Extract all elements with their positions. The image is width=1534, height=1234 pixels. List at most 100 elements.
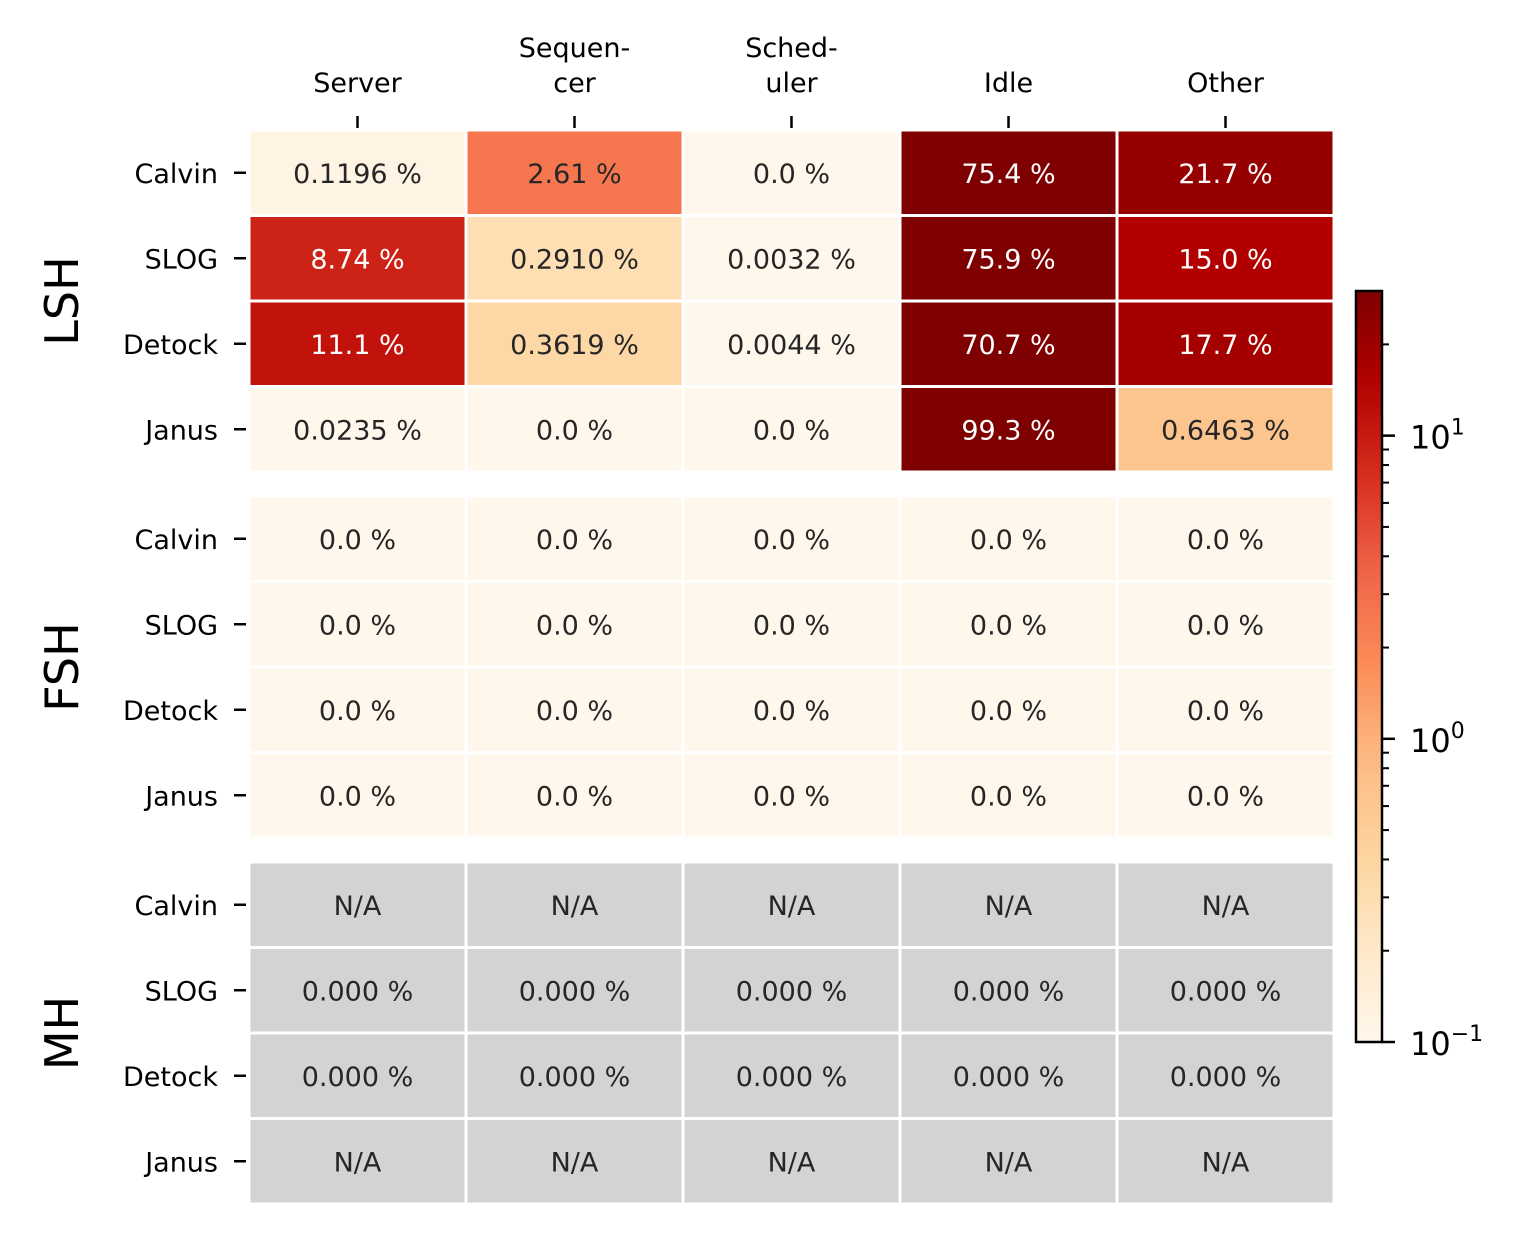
cell-value-label: 0.0 % [536, 610, 613, 641]
cell-value-label: 0.0044 % [727, 330, 856, 361]
cell-value-label: 0.000 % [953, 976, 1065, 1007]
heatmap-cell [247, 494, 468, 583]
cell-value-label: 0.0 % [970, 781, 1047, 812]
row-label: Calvin [135, 525, 219, 556]
row-label: Calvin [135, 159, 219, 190]
group-labels: LSH FSH MH [35, 256, 89, 1070]
cell-value-label: 0.0032 % [727, 244, 856, 275]
cell-value-label: 0.3619 % [510, 330, 639, 361]
heatmap-cell [247, 665, 468, 754]
colorbar: 101 100 10−1 [1354, 289, 1483, 1063]
cell-value-label: 0.0 % [753, 415, 830, 446]
cell-value-label: 0.000 % [736, 1062, 848, 1093]
cell-value-label: N/A [551, 891, 599, 922]
cell-value-label: 17.7 % [1178, 330, 1272, 361]
cell-value-label: 0.0 % [319, 696, 396, 727]
heatmap-cell [681, 946, 902, 1035]
cell-value-label: N/A [768, 1147, 816, 1178]
cell-value-label: N/A [1202, 891, 1250, 922]
heatmap-cell [898, 385, 1119, 474]
cell-value-label: 0.0 % [536, 696, 613, 727]
heatmap-cell [464, 860, 685, 949]
group-label: FSH [35, 622, 89, 711]
row-label: Janus [143, 415, 218, 446]
heatmap-cell [464, 946, 685, 1035]
row-label: SLOG [145, 244, 218, 275]
column-label: Sched- [745, 33, 838, 64]
heatmap-cell [464, 1117, 685, 1206]
heatmap-cell [1115, 1031, 1336, 1120]
cell-value-label: 75.4 % [961, 159, 1055, 190]
heatmap-cell [247, 751, 468, 840]
cell-value-label: N/A [334, 1147, 382, 1178]
cell-value-label: N/A [985, 891, 1033, 922]
heatmap-cell [1115, 1117, 1336, 1206]
cell-value-label: 0.0 % [970, 696, 1047, 727]
cell-value-label: 99.3 % [961, 415, 1055, 446]
heatmap-cell [464, 494, 685, 583]
cell-value-label: 0.0 % [753, 610, 830, 641]
cell-value-label: 15.0 % [1178, 244, 1272, 275]
cell-value-label: 0.0 % [319, 610, 396, 641]
cell-value-label: 0.0235 % [293, 415, 422, 446]
cell-value-label: 0.0 % [536, 415, 613, 446]
heatmap-cell [464, 299, 685, 388]
heatmap-cell [681, 385, 902, 474]
heatmap-cell [1115, 751, 1336, 840]
column-label: uler [765, 68, 818, 99]
heatmap-cell [247, 946, 468, 1035]
heatmap-cell [898, 580, 1119, 669]
row-label: Calvin [135, 891, 219, 922]
cell-value-label: N/A [551, 1147, 599, 1178]
cell-value-label: 0.0 % [753, 696, 830, 727]
heatmap-cell [464, 385, 685, 474]
heatmap-cell [898, 946, 1119, 1035]
cell-value-label: N/A [1202, 1147, 1250, 1178]
column-labels: Server Sequen-cer Sched-uler Idle Other [313, 33, 1265, 128]
cell-value-label: 0.0 % [753, 159, 830, 190]
column-label: Idle [984, 68, 1033, 99]
heatmap-cell [1115, 385, 1336, 474]
cell-value-label: 0.0 % [319, 525, 396, 556]
heatmap-cell [681, 494, 902, 583]
cell-value-label: 0.000 % [302, 976, 414, 1007]
column-label: Server [313, 68, 402, 99]
cell-value-label: 0.0 % [536, 525, 613, 556]
cell-value-label: 0.000 % [1170, 976, 1282, 1007]
column-label: Sequen- [519, 33, 630, 64]
colorbar-tick-label: 101 [1410, 416, 1465, 457]
cell-value-label: N/A [985, 1147, 1033, 1178]
cell-value-label: 0.0 % [753, 781, 830, 812]
cell-value-label: 0.0 % [1187, 610, 1264, 641]
heatmap-cell [464, 751, 685, 840]
group-label: LSH [35, 256, 89, 345]
colorbar-tick-label: 100 [1410, 719, 1465, 760]
cell-value-label: 0.0 % [970, 525, 1047, 556]
cell-value-label: 0.0 % [1187, 525, 1264, 556]
heatmap-cells: 0.1196 % 2.61 % 0.0 % 75.4 % 21.7 % 8.74 % 0.2… [247, 128, 1336, 1206]
cell-value-label: 0.000 % [519, 1062, 631, 1093]
cell-value-label: 0.0 % [1187, 696, 1264, 727]
heatmap-cell [247, 385, 468, 474]
heatmap-cell [681, 214, 902, 303]
cell-value-label: 21.7 % [1178, 159, 1272, 190]
cell-value-label: 0.0 % [970, 610, 1047, 641]
cell-value-label: 8.74 % [310, 244, 404, 275]
colorbar-gradient [1354, 289, 1384, 1044]
heatmap-cell [247, 128, 468, 217]
heatmap-cell [681, 580, 902, 669]
heatmap-cell [681, 751, 902, 840]
cell-value-label: 0.0 % [536, 781, 613, 812]
row-label: SLOG [145, 976, 218, 1007]
cell-value-label: 0.6463 % [1161, 415, 1290, 446]
heatmap-cell [898, 1117, 1119, 1206]
colorbar-tick-label: 10−1 [1410, 1022, 1483, 1063]
heatmap-cell [898, 299, 1119, 388]
row-label: Janus [143, 781, 218, 812]
row-label: Detock [123, 1062, 218, 1093]
group-label: MH [35, 996, 89, 1070]
row-label: Janus [143, 1147, 218, 1178]
heatmap-cell [247, 214, 468, 303]
heatmap-cell [1115, 860, 1336, 949]
cell-value-label: 0.000 % [1170, 1062, 1282, 1093]
